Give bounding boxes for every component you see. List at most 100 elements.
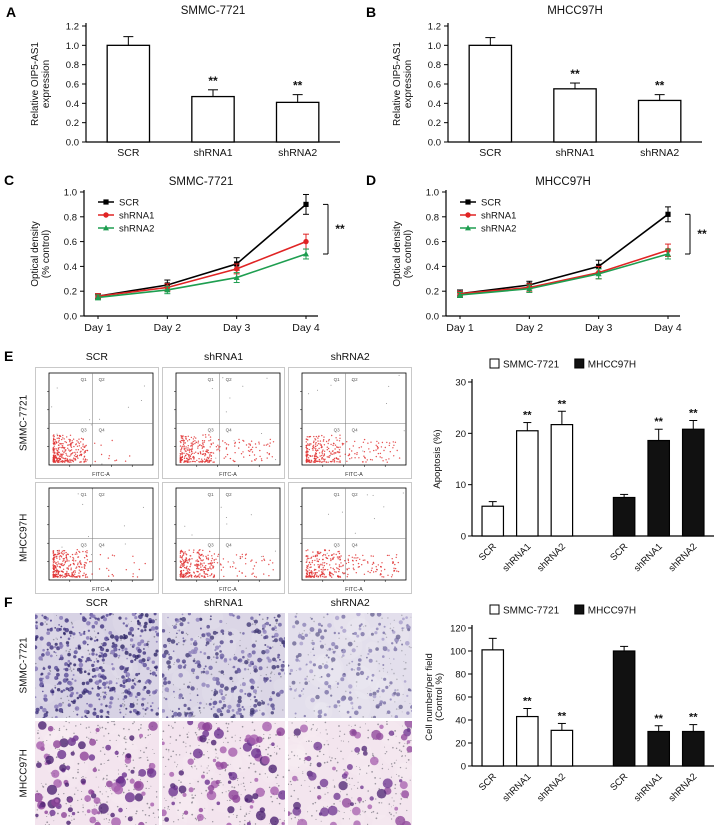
svg-text:Q2: Q2 <box>352 492 359 497</box>
svg-text:shRNA2: shRNA2 <box>535 771 568 804</box>
flow-cytometry-grid: SCR shRNA1 shRNA2 SMMC-7721 Q1 Q2 Q3 Q4 FITC… <box>16 350 412 594</box>
transwell-col-label-scr: SCR <box>85 597 108 609</box>
svg-text:Q4: Q4 <box>352 543 359 548</box>
line-chart-smmc-growth: SMMC-7721 Optical density (% control) 0.0 0.… <box>24 174 358 346</box>
transwell-image-svg <box>288 720 412 825</box>
svg-text:Q2: Q2 <box>99 492 106 497</box>
svg-text:1.0: 1.0 <box>64 188 77 199</box>
svg-text:0.4: 0.4 <box>428 99 441 110</box>
svg-text:expression: expression <box>403 60 414 108</box>
flow-grid-corner <box>16 350 32 364</box>
flow-plot-smmc-shrna2: Q1 Q2 Q3 Q4 FITC-A <box>288 367 412 479</box>
svg-text:0.6: 0.6 <box>426 237 439 248</box>
svg-text:SCR: SCR <box>117 147 140 159</box>
chart-E-svg: SMMC-7721 MHCC97H Apoptosis (%) 0 10 20 30 SCR *… <box>432 358 714 574</box>
svg-text:0.2: 0.2 <box>64 287 77 298</box>
flow-plot-mhcc-scr: Q1 Q2 Q3 Q4 FITC-A <box>35 482 159 594</box>
svg-text:shRNA1: shRNA1 <box>119 211 154 222</box>
transwell-image-smmc-scr <box>35 613 159 718</box>
svg-text:SCR: SCR <box>477 541 499 563</box>
svg-text:MHCC97H: MHCC97H <box>547 5 603 17</box>
transwell-image-svg <box>35 720 159 825</box>
svg-text:1.2: 1.2 <box>428 22 441 33</box>
svg-text:shRNA2: shRNA2 <box>119 224 154 235</box>
svg-text:(% control): (% control) <box>403 230 414 278</box>
svg-text:Day 1: Day 1 <box>446 322 474 334</box>
transwell-image-smmc-shrna2 <box>288 613 412 718</box>
svg-text:**: ** <box>523 696 532 708</box>
svg-text:0.8: 0.8 <box>426 212 439 223</box>
svg-text:Q3: Q3 <box>207 543 214 548</box>
svg-text:20: 20 <box>455 739 466 750</box>
line-chart-mhcc-growth: MHCC97H Optical density (% control) 0.0 0.2 0… <box>386 174 720 346</box>
bar-chart-migration: SMMC-7721 MHCC97H Cell number/per field (Co… <box>424 598 720 822</box>
svg-text:shRNA1: shRNA1 <box>632 771 665 804</box>
svg-text:Cell number/per field: Cell number/per field <box>424 653 435 741</box>
svg-text:MHCC97H: MHCC97H <box>588 360 636 371</box>
transwell-row-label-smmc: SMMC-7721 <box>18 637 30 694</box>
flow-plot-smmc-shrna1: Q1 Q2 Q3 Q4 FITC-A <box>161 367 286 479</box>
flow-plot-svg: Q1 Q2 Q3 Q4 FITC-A <box>173 372 281 478</box>
svg-text:SCR: SCR <box>608 541 630 563</box>
svg-text:Day 4: Day 4 <box>654 322 682 334</box>
transwell-col-label-shrna1: shRNA1 <box>203 597 244 609</box>
svg-text:SMMC-7721: SMMC-7721 <box>503 360 560 371</box>
svg-text:30: 30 <box>455 378 466 389</box>
svg-text:shRNA2: shRNA2 <box>640 147 679 159</box>
svg-text:shRNA1: shRNA1 <box>555 147 594 159</box>
transwell-image-mhcc-scr <box>35 720 159 825</box>
svg-text:0.4: 0.4 <box>64 262 77 273</box>
svg-text:20: 20 <box>455 429 466 440</box>
flow-row-label-mhcc: MHCC97H <box>18 513 30 563</box>
svg-text:expression: expression <box>41 60 52 108</box>
svg-text:0.6: 0.6 <box>428 80 441 91</box>
svg-text:**: ** <box>293 79 303 93</box>
transwell-image-mhcc-shrna2 <box>288 720 412 825</box>
svg-text:shRNA1: shRNA1 <box>193 147 232 159</box>
svg-text:MHCC97H: MHCC97H <box>588 606 636 617</box>
flow-plot-svg: Q1 Q2 Q3 Q4 FITC-A <box>47 372 154 478</box>
svg-text:0.8: 0.8 <box>66 60 79 71</box>
transwell-image-svg <box>35 613 159 718</box>
flow-col-label-shrna1: shRNA1 <box>203 351 244 363</box>
svg-text:**: ** <box>570 67 580 81</box>
svg-text:SCR: SCR <box>481 198 501 209</box>
svg-text:Q1: Q1 <box>81 492 88 497</box>
svg-text:0.6: 0.6 <box>64 237 77 248</box>
svg-text:Day 2: Day 2 <box>516 322 544 334</box>
svg-text:FITC-A: FITC-A <box>92 587 110 593</box>
svg-text:1.0: 1.0 <box>426 188 439 199</box>
transwell-image-grid: SCR shRNA1 shRNA2 SMMC-7721 MHCC97H <box>16 596 412 825</box>
svg-text:Relative OIP5-AS1: Relative OIP5-AS1 <box>392 42 403 126</box>
bar-chart-smmc-expression: SMMC-7721 Relative OIP5-AS1 expression 0.0 0… <box>24 2 358 168</box>
svg-text:Q2: Q2 <box>352 377 359 382</box>
svg-text:shRNA2: shRNA2 <box>667 771 700 804</box>
svg-text:**: ** <box>689 712 698 724</box>
svg-text:40: 40 <box>455 716 466 727</box>
svg-text:Q2: Q2 <box>99 377 106 382</box>
svg-text:Q2: Q2 <box>225 492 232 497</box>
flow-row-label-smmc: SMMC-7721 <box>18 394 30 452</box>
svg-text:**: ** <box>654 713 663 725</box>
svg-text:Q4: Q4 <box>352 428 359 433</box>
svg-text:Optical density: Optical density <box>392 221 403 287</box>
svg-text:**: ** <box>697 227 707 241</box>
chart-A-svg: SMMC-7721 Relative OIP5-AS1 expression 0.0 0… <box>30 5 340 159</box>
flow-plot-mhcc-shrna1: Q1 Q2 Q3 Q4 FITC-A <box>161 482 286 594</box>
svg-text:FITC-A: FITC-A <box>345 472 363 478</box>
svg-text:0.2: 0.2 <box>66 118 79 129</box>
svg-text:Day 3: Day 3 <box>223 322 251 334</box>
svg-text:100: 100 <box>450 647 466 658</box>
svg-text:Day 2: Day 2 <box>154 322 182 334</box>
svg-text:shRNA2: shRNA2 <box>278 147 317 159</box>
svg-text:0.2: 0.2 <box>428 118 441 129</box>
svg-text:FITC-A: FITC-A <box>219 472 237 478</box>
panel-label-f: F <box>4 594 13 610</box>
transwell-image-svg <box>161 720 286 825</box>
svg-text:FITC-A: FITC-A <box>219 587 237 593</box>
chart-C-svg: SMMC-7721 Optical density (% control) 0.0 0.… <box>30 176 345 334</box>
svg-text:0.0: 0.0 <box>428 138 441 149</box>
chart-B-svg: MHCC97H Relative OIP5-AS1 expression 0.0 0.2… <box>392 5 702 159</box>
svg-text:shRNA1: shRNA1 <box>481 211 516 222</box>
svg-text:**: ** <box>655 79 665 93</box>
